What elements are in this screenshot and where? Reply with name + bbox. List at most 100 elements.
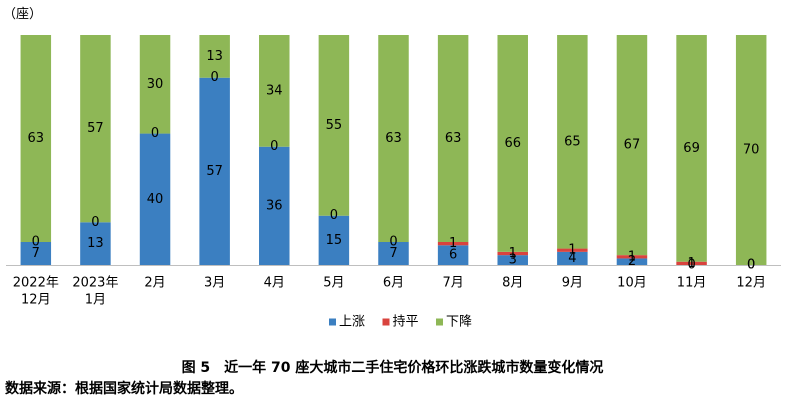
data-label: 0 (389, 235, 397, 250)
x-tick-label: 2023年 (72, 276, 118, 291)
data-label: 66 (504, 136, 521, 151)
legend-label: 持平 (393, 315, 419, 330)
bar-segment (437, 35, 469, 242)
data-labels: 7063130574003057013360341505570636163316… (28, 49, 760, 273)
stacked-bar-chart: 7063130574003057013360341505570636163316… (6, 35, 781, 330)
data-label: 1 (449, 236, 457, 251)
data-label: 0 (32, 235, 40, 250)
bar-segment (318, 215, 350, 265)
legend-swatch (329, 318, 336, 326)
legend-item: 持平 (382, 315, 419, 330)
bar-segment (259, 35, 290, 147)
data-label: 3 (509, 253, 517, 268)
data-label: 1 (509, 246, 517, 261)
data-label: 7 (389, 246, 397, 261)
data-label: 6 (449, 248, 457, 263)
y-axis-unit-label: （座） (3, 7, 43, 22)
data-label: 70 (743, 143, 760, 158)
data-label: 13 (87, 236, 104, 251)
data-label: 0 (747, 258, 755, 273)
data-label: 30 (147, 77, 164, 92)
data-label: 63 (28, 131, 45, 146)
bar-segment (616, 255, 648, 259)
data-label: 69 (683, 141, 700, 156)
bar-segment (20, 35, 52, 242)
x-tick-label: 2022年 (13, 276, 59, 291)
x-tick-label: 10月 (617, 276, 647, 291)
data-label: 0 (211, 70, 219, 85)
x-axis-tick-labels: 2022年 12月 2023年 1月 2月 3月 4月 5月 6月 7月 8月 9月 10月 11月 12月 (13, 276, 766, 308)
bar-segment (497, 255, 528, 265)
legend-swatch (436, 318, 443, 326)
bar-segment (378, 35, 409, 242)
legend-label: 上涨 (339, 315, 365, 330)
bar-segment (497, 251, 528, 256)
x-tick-label: 12月 (21, 293, 51, 308)
legend-item: 下降 (436, 315, 472, 330)
bar-segment (616, 258, 648, 265)
x-tick-label: 1月 (85, 293, 106, 308)
x-tick-label: 5月 (323, 276, 344, 291)
bar-segment (199, 35, 230, 78)
data-label: 0 (747, 258, 755, 273)
data-label: 0 (330, 208, 338, 223)
x-tick-label: 12月 (736, 276, 766, 291)
data-label: 0 (687, 258, 695, 273)
x-tick-label: 4月 (264, 276, 285, 291)
data-label: 1 (568, 243, 576, 258)
legend-label: 下降 (446, 315, 472, 330)
bar-segment (80, 222, 111, 265)
bar-segment (199, 77, 230, 266)
bar-segment (139, 35, 171, 134)
data-label: 2 (628, 254, 636, 269)
data-label: 36 (266, 198, 283, 213)
bar-segment (437, 245, 469, 265)
bar-segment (378, 242, 409, 265)
x-tick-label: 9月 (562, 276, 583, 291)
data-label: 7 (32, 246, 40, 261)
bar-segment (497, 35, 528, 252)
bar-segment (259, 146, 290, 265)
data-label: 63 (445, 131, 462, 146)
data-label: 1 (687, 256, 695, 271)
bar-segment (557, 251, 588, 265)
data-label: 34 (266, 83, 283, 98)
legend-swatch (382, 318, 390, 326)
bar-segment (80, 35, 111, 223)
bar-segments (20, 35, 767, 266)
data-label: 0 (91, 215, 99, 230)
data-label: 0 (151, 126, 159, 141)
bar-segment (318, 35, 350, 216)
data-label: 57 (87, 121, 104, 136)
x-tick-label: 6月 (383, 276, 404, 291)
data-label: 4 (568, 251, 576, 266)
bar-segment (735, 35, 767, 265)
data-label: 13 (206, 49, 223, 64)
data-label: 40 (147, 192, 164, 207)
x-tick-label: 3月 (204, 276, 225, 291)
data-label: 57 (206, 164, 223, 179)
data-label: 55 (326, 118, 343, 133)
bar-segment (676, 35, 707, 262)
data-label: 67 (624, 138, 641, 153)
x-tick-label: 8月 (502, 276, 523, 291)
data-label: 65 (564, 134, 581, 149)
data-source-note: 数据来源：根据国家统计局数据整理。 (5, 381, 243, 397)
bar-segment (557, 35, 588, 249)
bar-segment (437, 242, 469, 246)
x-tick-label: 2月 (144, 276, 165, 291)
legend: 上涨 持平 下降 (329, 315, 472, 330)
x-tick-label: 7月 (442, 276, 463, 291)
data-label: 15 (326, 233, 343, 248)
bar-segment (676, 261, 707, 265)
figure-caption: 图 5 近一年 70 座大城市二手住宅价格环比涨跌城市数量变化情况 (181, 360, 604, 376)
bar-segment (20, 242, 52, 265)
legend-item: 上涨 (329, 315, 365, 330)
bar-segment (557, 248, 588, 252)
data-label: 63 (385, 131, 402, 146)
data-label: 0 (270, 139, 278, 154)
x-tick-label: 11月 (677, 276, 707, 291)
bar-segment (616, 35, 648, 256)
data-label: 1 (628, 249, 636, 264)
